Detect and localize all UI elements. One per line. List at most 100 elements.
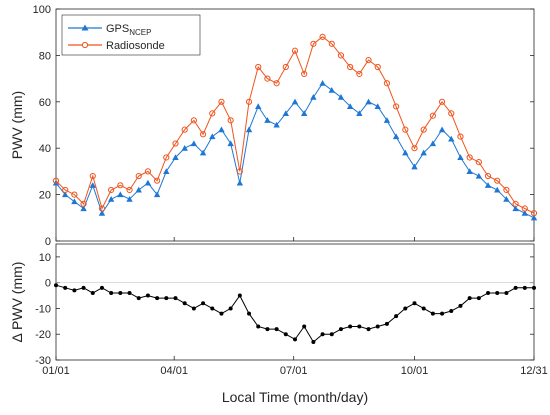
bottom-series-delta-point — [274, 327, 279, 332]
top-series-layer — [52, 33, 538, 221]
top-series-radiosonde-line — [55, 36, 535, 214]
top-series-radiosonde-point — [80, 200, 87, 207]
top-series-gps-ncep-point — [402, 149, 409, 156]
top-series-radiosonde-point — [374, 63, 381, 71]
bottom-series-delta-point — [486, 290, 491, 295]
top-series-radiosonde-point — [466, 154, 473, 161]
top-series-radiosonde-point — [144, 168, 152, 175]
top-series-radiosonde-point — [383, 80, 391, 87]
bottom-series-delta-point — [136, 296, 141, 301]
top-series-gps-ncep-point — [153, 191, 161, 198]
top-series-radiosonde-point — [337, 52, 345, 59]
top-series-radiosonde-point — [135, 172, 142, 180]
x-ticks: 01/01 04/01 07/01 10/01 12/31 — [42, 237, 548, 377]
top-series-radiosonde-point — [420, 126, 427, 133]
top-series-radiosonde-point — [429, 112, 436, 119]
top-series-radiosonde-point — [411, 145, 418, 152]
top-series-radiosonde-point — [282, 63, 289, 71]
bottom-series-delta-point — [467, 296, 472, 301]
top-series-gps-ncep-point — [264, 117, 271, 123]
bottom-series-delta-point — [127, 290, 132, 295]
legend-gps-swatch — [68, 24, 102, 31]
top-series-gps-ncep-point — [144, 179, 152, 186]
top-series-radiosonde-point — [484, 172, 492, 180]
bottom-series-layer — [54, 282, 536, 344]
bottom-series-delta-point — [375, 324, 380, 329]
top-series-radiosonde-point — [98, 205, 106, 212]
bottom-y-axis-label: Δ PWV (mm) — [9, 262, 25, 343]
bottom-series-delta-point — [430, 311, 435, 316]
bottom-series-delta-point — [293, 337, 297, 342]
top-series-radiosonde-point — [438, 98, 446, 105]
bottom-ytick-label: -20 — [35, 329, 51, 341]
top-series-gps-ncep-point — [273, 121, 280, 128]
bottom-series-delta-point — [256, 324, 261, 329]
top-series-radiosonde-point — [108, 186, 115, 194]
bottom-series-delta-point — [237, 293, 242, 298]
top-series-radiosonde-point — [181, 126, 188, 133]
bottom-series-delta-point — [504, 290, 509, 295]
bottom-panel: 10 0 -10 -20 -30 01/01 04/01 07/01 10/01 12/31 Δ… — [9, 237, 548, 405]
top-series-radiosonde-point — [264, 75, 271, 82]
top-series-radiosonde-point — [319, 33, 326, 40]
top-series-gps-ncep-point — [126, 196, 133, 202]
top-series-radiosonde-point — [236, 168, 243, 175]
bottom-series-delta-point — [72, 288, 77, 293]
top-series-radiosonde-point — [301, 70, 308, 78]
top-y-axis-label: PWV (mm) — [9, 91, 25, 159]
top-series-radiosonde-point — [521, 205, 528, 212]
bottom-series-delta-point — [384, 321, 389, 326]
bottom-series-delta-point — [228, 306, 233, 311]
top-series-radiosonde-point — [530, 210, 538, 217]
top-series-gps-ncep-point — [356, 110, 363, 116]
top-y-ticks: 0 20 40 60 80 100 — [33, 4, 534, 248]
top-series-gps-ncep-point — [503, 196, 510, 202]
bottom-series-delta-point — [63, 285, 68, 290]
bottom-ytick-label: 0 — [45, 278, 51, 290]
bottom-ytick-label: 10 — [39, 252, 51, 264]
bottom-series-delta-point — [265, 327, 270, 332]
bottom-plot-area — [55, 243, 535, 361]
xtick-label: 04/01 — [160, 365, 188, 377]
x-axis-label: Local Time (month/day) — [222, 389, 368, 405]
top-series-radiosonde-point — [62, 186, 69, 194]
bottom-series-delta-point — [311, 339, 316, 344]
top-series-gps-ncep-point — [255, 103, 262, 109]
top-series-radiosonde-point — [245, 98, 253, 105]
top-series-gps-ncep-point — [71, 198, 78, 205]
top-series-gps-ncep-point — [392, 133, 400, 140]
bottom-series-delta-point — [412, 301, 417, 306]
bottom-y-ticks: 10 0 -10 -20 -30 — [35, 252, 534, 367]
top-series-radiosonde-point — [503, 186, 510, 194]
top-series-radiosonde-point — [199, 131, 207, 138]
legend-gps-main: GPS — [106, 23, 129, 35]
top-series-radiosonde-point — [402, 126, 409, 133]
top-series-gps-ncep-point — [337, 93, 345, 100]
top-series-radiosonde-point — [172, 140, 179, 147]
top-series-radiosonde-point — [255, 63, 262, 71]
bottom-series-delta-point — [191, 306, 196, 311]
top-series-gps-ncep-point — [530, 214, 538, 221]
bottom-series-delta-point — [366, 327, 371, 332]
top-series-gps-ncep-point — [438, 126, 446, 133]
top-series-radiosonde-point — [273, 80, 280, 87]
top-ytick-label: 80 — [39, 50, 51, 62]
top-series-gps-ncep-point — [135, 186, 142, 193]
bottom-series-delta-point — [329, 332, 334, 337]
top-series-radiosonde-point — [448, 110, 455, 117]
legend-radiosonde-label: Radiosonde — [106, 40, 165, 52]
top-series-gps-ncep-point — [457, 154, 464, 161]
top-series-radiosonde-point — [347, 63, 354, 71]
top-series-radiosonde-point — [310, 40, 317, 47]
top-series-radiosonde-point — [475, 159, 482, 166]
top-series-gps-ncep-point — [448, 135, 455, 142]
bottom-series-delta-point — [421, 306, 426, 311]
top-series-radiosonde-point — [154, 177, 161, 184]
top-series-radiosonde-point — [393, 103, 400, 110]
bottom-series-delta-point — [90, 290, 95, 295]
top-series-radiosonde-point — [89, 172, 96, 180]
xtick-label: 07/01 — [280, 365, 308, 377]
top-series-gps-ncep-point — [245, 126, 253, 133]
legend-gps-label: GPSNCEP — [106, 23, 151, 37]
